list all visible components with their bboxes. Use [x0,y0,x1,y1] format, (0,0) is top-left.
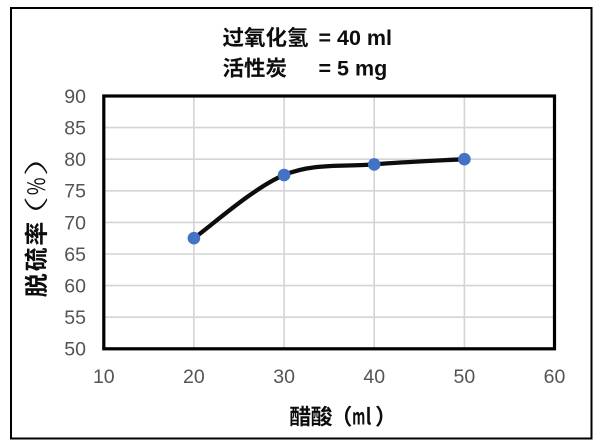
svg-text:80: 80 [64,149,86,171]
svg-text:30: 30 [273,366,295,388]
svg-text:60: 60 [64,276,86,298]
svg-text:90: 90 [64,86,86,108]
svg-text:= 5 mg: = 5 mg [319,57,388,81]
svg-text:10: 10 [93,366,115,388]
svg-text:50: 50 [454,366,476,388]
svg-text:70: 70 [64,212,86,234]
svg-text:85: 85 [64,118,86,140]
svg-text:= 40 ml: = 40 ml [319,26,393,50]
svg-text:65: 65 [64,244,86,266]
svg-text:50: 50 [64,339,86,361]
svg-text:60: 60 [544,366,566,388]
svg-text:75: 75 [64,181,86,203]
svg-text:40: 40 [363,366,385,388]
svg-text:20: 20 [183,366,205,388]
svg-text:55: 55 [64,307,86,329]
